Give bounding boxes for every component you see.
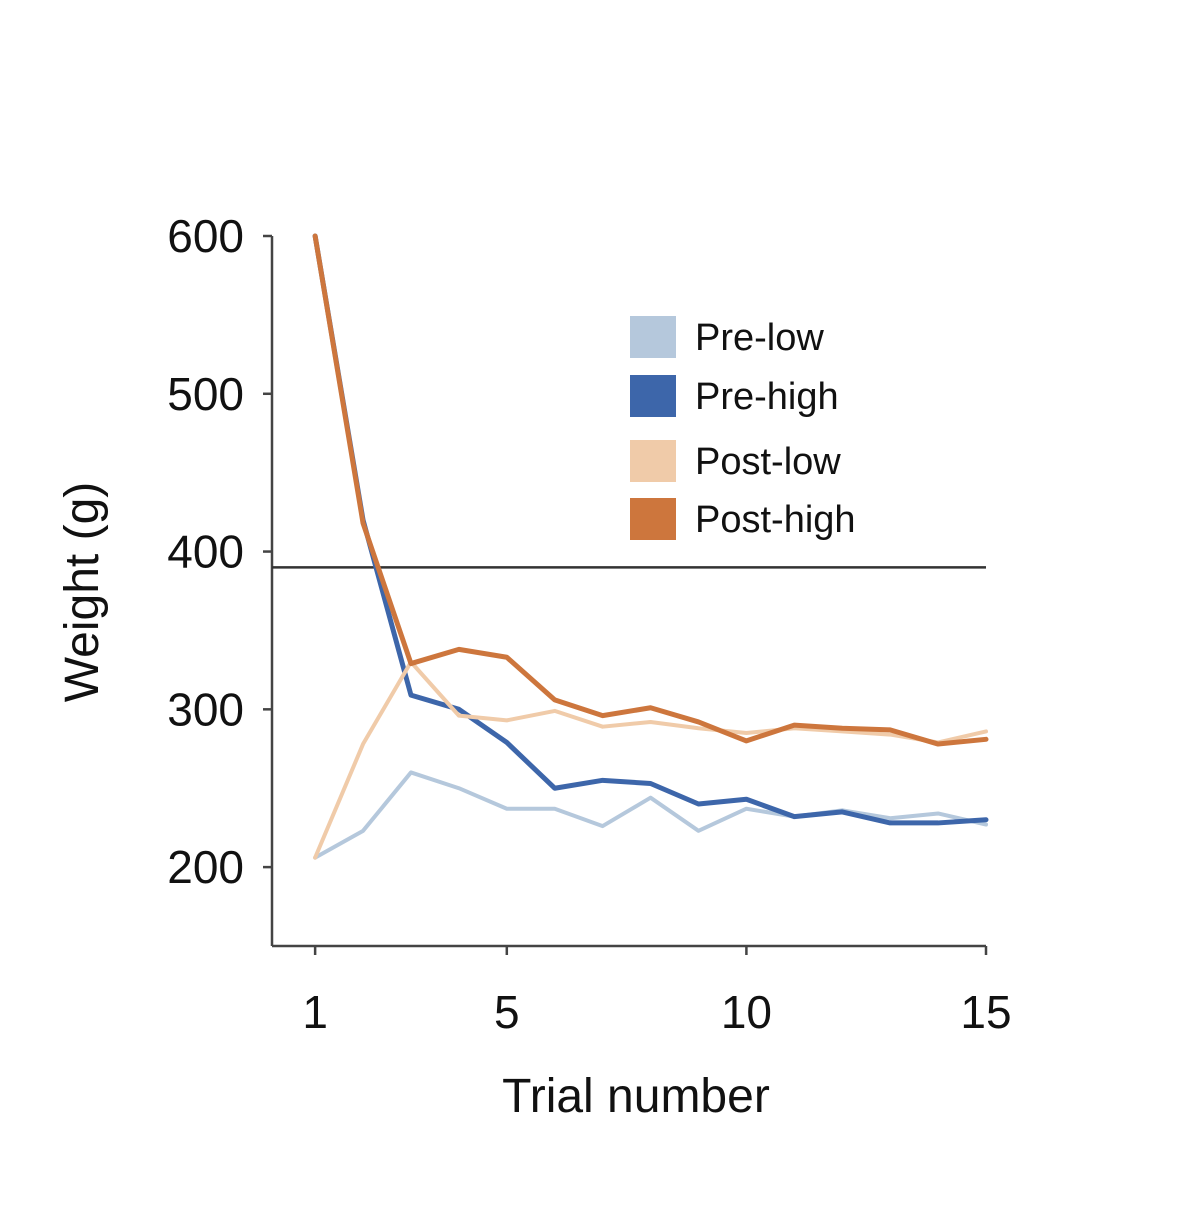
x-tick-label: 5 xyxy=(494,986,520,1038)
legend-label: Post-low xyxy=(695,441,841,483)
legend: Pre-low Pre-high Post-low Post-high xyxy=(630,316,856,541)
y-tick-label: 200 xyxy=(167,841,244,893)
legend-swatch xyxy=(630,375,676,417)
legend-swatch xyxy=(630,316,676,358)
legend-label: Pre-low xyxy=(695,317,824,359)
y-tick-label: 500 xyxy=(167,368,244,420)
series-line-post-high xyxy=(312,233,989,747)
x-tick-label: 15 xyxy=(960,986,1011,1038)
series-line-post-low xyxy=(313,660,988,860)
legend-label: Pre-high xyxy=(695,376,839,418)
x-tick-label: 10 xyxy=(721,986,772,1038)
y-axis-title: Weight (g) xyxy=(56,482,109,703)
x-axis-title: Trial number xyxy=(502,1070,770,1123)
series-line-pre-high xyxy=(312,233,989,826)
legend-swatch xyxy=(630,498,676,540)
series-line-pre-low xyxy=(313,770,988,860)
legend-swatch xyxy=(630,440,676,482)
series-layer xyxy=(312,233,989,860)
y-tick-label: 300 xyxy=(167,683,244,735)
y-tick-label: 600 xyxy=(167,210,244,262)
legend-label: Post-high xyxy=(695,499,856,541)
y-tick-label: 400 xyxy=(167,526,244,578)
x-tick-label: 1 xyxy=(302,986,328,1038)
